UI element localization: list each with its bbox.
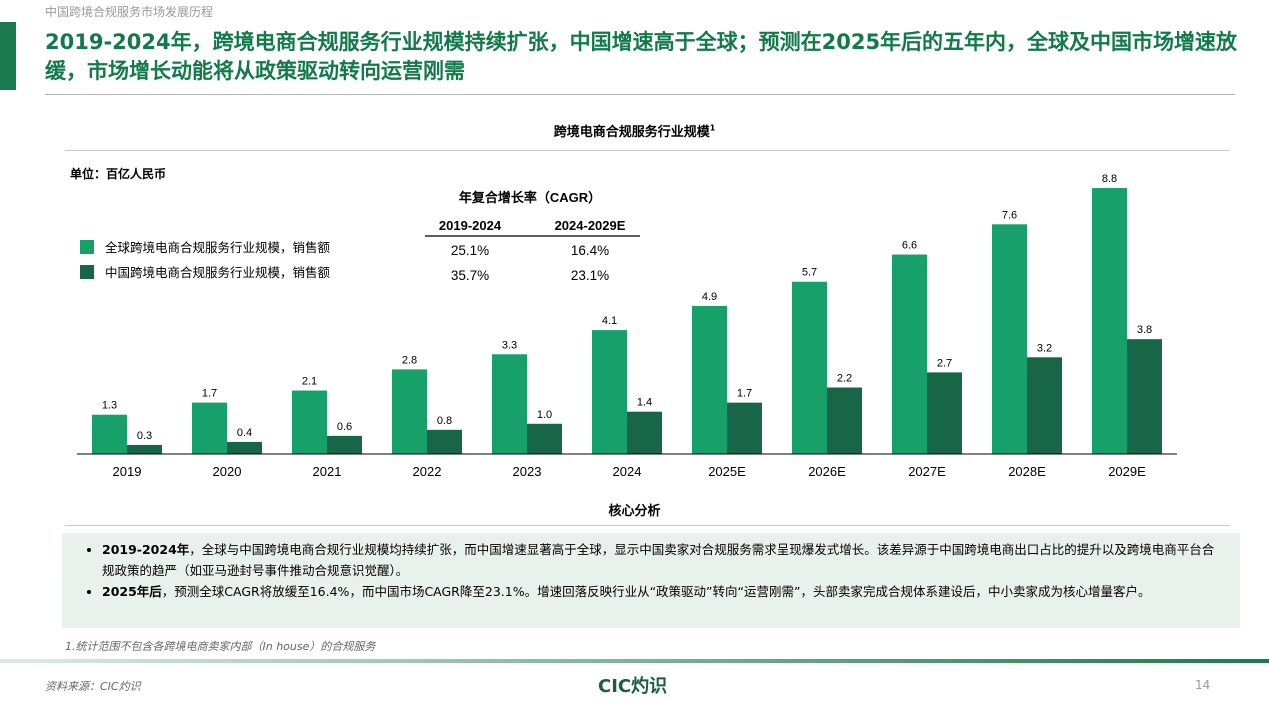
chart-title: 跨境电商合规服务行业规模1 [553, 123, 716, 140]
analysis-box: 2019-2024年，全球与中国跨境电商合规行业规模均持续扩张，而中国增速显著高… [62, 533, 1240, 628]
data-label: 1.3 [102, 400, 117, 412]
x-tick-label: 2023 [513, 464, 542, 479]
data-label: 0.3 [137, 430, 152, 442]
cagr-column-header: 2019-2024 [439, 218, 502, 233]
x-tick-label: 2027E [908, 464, 946, 479]
analysis-bullet: 2019-2024年，全球与中国跨境电商合规行业规模均持续扩张，而中国增速显著高… [102, 539, 1220, 581]
footnote: 1.统计范围不包含各跨境电商卖家内部（In house）的合规服务 [65, 640, 376, 653]
footer-gradient-line [0, 659, 1269, 663]
analysis-bullet-text: ，全球与中国跨境电商合规行业规模均持续扩张，而中国增速显著高于全球，显示中国卖家… [102, 542, 1215, 578]
cagr-value: 23.1% [571, 268, 609, 283]
bar-china [427, 429, 462, 454]
data-label: 2.1 [302, 376, 317, 388]
bar-global [692, 305, 727, 454]
legend-swatch [80, 265, 94, 279]
legend-swatch [80, 240, 94, 254]
bar-china [327, 435, 362, 454]
bar-china [1027, 357, 1062, 454]
bar-china [927, 372, 962, 454]
bar-global [792, 281, 827, 454]
x-tick-label: 2024 [613, 464, 642, 479]
data-label: 3.8 [1137, 324, 1152, 336]
cagr-column-header: 2024-2029E [555, 218, 626, 233]
x-tick-label: 2029E [1108, 464, 1146, 479]
bar-china [727, 402, 762, 454]
analysis-divider [65, 525, 1230, 526]
data-label: 1.4 [637, 397, 652, 409]
bar-china [1127, 339, 1162, 454]
title-accent-bar [0, 22, 16, 90]
page-title: 2019-2024年，跨境电商合规服务行业规模持续扩张，中国增速高于全球；预测在… [45, 30, 1238, 83]
x-tick-label: 2019 [113, 464, 142, 479]
data-label: 0.8 [437, 415, 452, 427]
bar-global [392, 369, 427, 454]
bar-china [527, 423, 562, 454]
data-label: 2.2 [837, 373, 852, 385]
bar-global [492, 354, 527, 454]
cagr-title: 年复合增长率（CAGR） [459, 190, 601, 205]
data-label: 4.1 [602, 315, 617, 327]
chart-title-footnote-mark: 1 [709, 123, 716, 133]
data-label: 6.6 [902, 240, 917, 252]
bar-global [92, 414, 127, 454]
analysis-list: 2019-2024年，全球与中国跨境电商合规行业规模均持续扩张，而中国增速显著高… [62, 533, 1240, 602]
bar-global [892, 254, 927, 454]
legend-label: 全球跨境电商合规服务行业规模，销售额 [105, 240, 331, 255]
x-tick-label: 2020 [213, 464, 242, 479]
bar-global [192, 402, 227, 454]
data-label: 7.6 [1002, 209, 1017, 221]
bar-china [127, 444, 162, 454]
bar-china [827, 387, 862, 454]
title-divider [45, 94, 1235, 95]
x-tick-label: 2028E [1008, 464, 1046, 479]
bar-china [227, 441, 262, 454]
page-number: 14 [1195, 678, 1211, 692]
bar-chart: 1.3 0.3 2019 1.7 0.4 2020 2.1 0.6 2021 2.8 0.8 2022… [77, 173, 1177, 479]
cagr-value: 35.7% [451, 268, 489, 283]
data-label: 1.7 [737, 388, 752, 400]
analysis-bullet-text: ，预测全球CAGR将放缓至16.4%，而中国市场CAGR降至23.1%。增速回落… [161, 584, 1151, 599]
bar-global [992, 224, 1027, 454]
legend-label: 中国跨境电商合规服务行业规模，销售额 [105, 265, 331, 280]
data-label: 0.6 [337, 421, 352, 433]
x-tick-label: 2021 [313, 464, 342, 479]
analysis-bullet-lead: 2019-2024年 [102, 542, 190, 557]
analysis-heading: 核心分析 [608, 504, 661, 519]
data-label: 4.9 [702, 291, 717, 303]
data-label: 0.4 [237, 427, 252, 439]
bar-global [1092, 188, 1127, 455]
data-label: 2.7 [937, 357, 952, 369]
data-label: 1.7 [202, 388, 217, 400]
bar-global [592, 330, 627, 454]
analysis-bullet: 2025年后，预测全球CAGR将放缓至16.4%，而中国市场CAGR降至23.1… [102, 581, 1220, 602]
unit-label: 单位：百亿人民币 [70, 167, 167, 181]
source-note: 资料来源：CIC灼识 [45, 680, 141, 693]
x-tick-label: 2025E [708, 464, 746, 479]
x-tick-label: 2026E [808, 464, 846, 479]
data-label: 8.8 [1102, 173, 1117, 185]
bar-china [627, 411, 662, 454]
cagr-value: 16.4% [571, 243, 609, 258]
data-label: 1.0 [537, 409, 552, 421]
analysis-bullet-lead: 2025年后 [102, 584, 162, 599]
bar-global [292, 390, 327, 454]
cagr-value: 25.1% [451, 243, 489, 258]
data-label: 3.2 [1037, 342, 1052, 354]
x-tick-label: 2022 [413, 464, 442, 479]
breadcrumb: 中国跨境合规服务市场发展历程 [45, 5, 214, 19]
cic-logo: CIC灼识 [598, 676, 668, 697]
data-label: 5.7 [802, 267, 817, 279]
data-label: 3.3 [502, 339, 517, 351]
chart-title-divider [65, 150, 1230, 151]
data-label: 2.8 [402, 354, 417, 366]
